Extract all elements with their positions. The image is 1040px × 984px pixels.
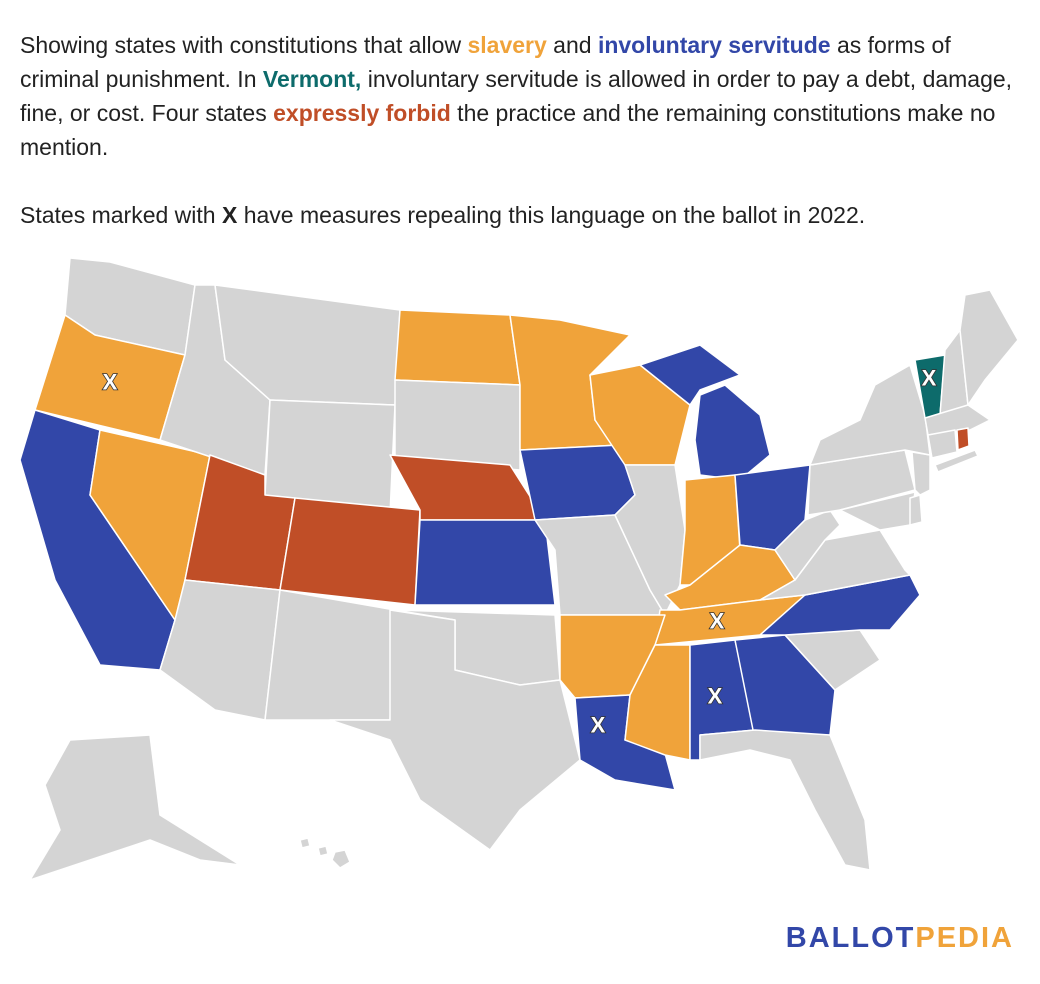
- state-new-mexico: [264, 589, 396, 721]
- ballot-marker-oregon: X: [103, 370, 118, 395]
- ballot-note: States marked with X have measures repea…: [20, 202, 866, 228]
- state-maine: [959, 289, 1019, 406]
- x-marker-key: X: [221, 202, 238, 228]
- states-layer: [19, 257, 1019, 881]
- ballot-marker-vermont: X: [922, 366, 937, 391]
- us-states-map: X X X X X: [19, 257, 1019, 881]
- state-rhode-island: [956, 427, 970, 451]
- state-alaska: [29, 734, 241, 881]
- vermont-keyword: Vermont,: [262, 66, 362, 92]
- state-massachusetts: [924, 404, 991, 436]
- ballot-marker-louisiana: X: [591, 713, 606, 738]
- state-georgia: [734, 634, 836, 741]
- ballot-markers-layer: X X X X X: [102, 365, 938, 739]
- state-south-dakota: [394, 379, 521, 471]
- ballotpedia-logo: BALLOTPEDIA: [785, 922, 1014, 954]
- state-connecticut: [927, 429, 958, 459]
- slavery-keyword: slavery: [467, 32, 547, 58]
- forbid-keyword: expressly forbid: [273, 100, 451, 126]
- state-iowa: [519, 444, 636, 521]
- state-west-virginia: [774, 509, 841, 581]
- ballot-marker-alabama: X: [708, 684, 723, 709]
- ballot-marker-tennessee: X: [710, 609, 725, 634]
- state-delaware: [909, 494, 923, 526]
- state-north-dakota: [394, 309, 521, 386]
- state-north-carolina: [759, 574, 921, 636]
- state-kansas: [414, 519, 556, 606]
- servitude-keyword: involuntary servitude: [597, 32, 831, 58]
- state-new-jersey: [911, 451, 931, 496]
- state-florida: [699, 729, 871, 871]
- state-texas: [329, 609, 581, 851]
- state-colorado: [279, 497, 421, 606]
- state-hawaii: [299, 837, 351, 869]
- map-description: Showing states with constitutions that a…: [20, 32, 1013, 160]
- state-michigan: [639, 344, 771, 481]
